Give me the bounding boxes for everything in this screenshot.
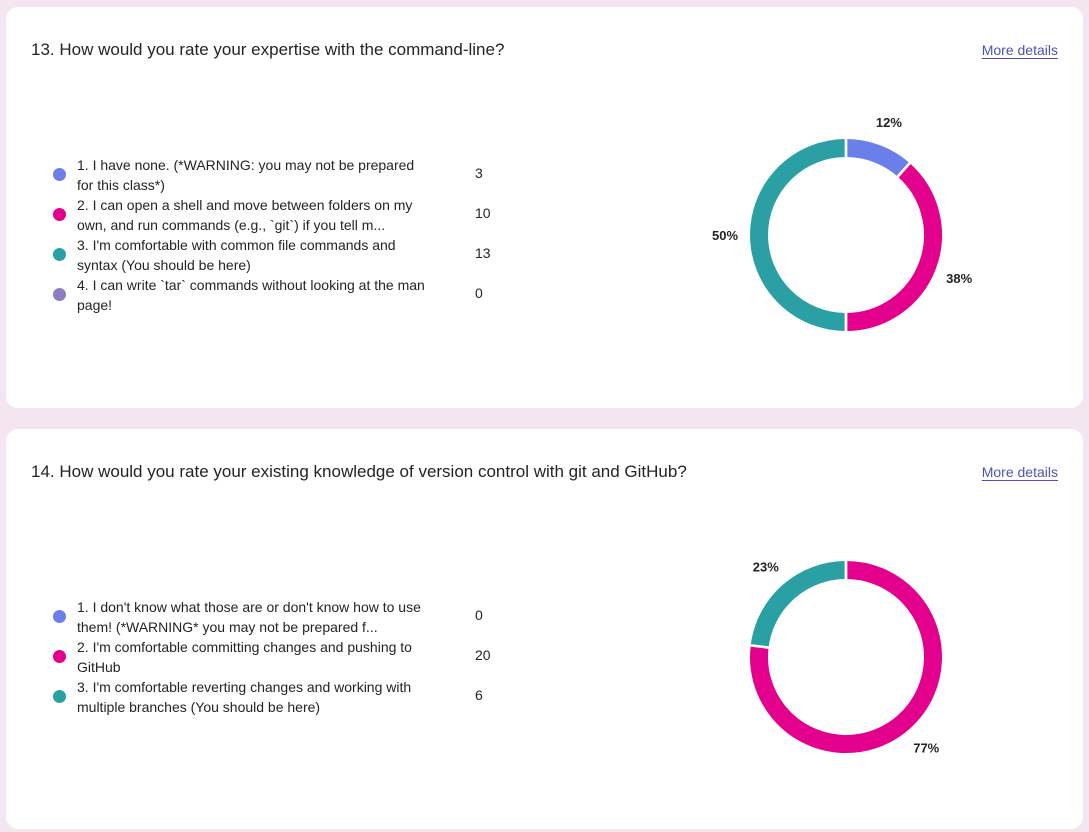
option-count: 6 <box>475 687 483 703</box>
donut-chart: 77% 23% <box>749 559 942 756</box>
option-row: 2. I'm comfortable committing changes an… <box>52 637 502 677</box>
option-count: 0 <box>475 607 483 623</box>
legend-dot <box>53 288 66 301</box>
question-card-13: 13. How would you rate your expertise wi… <box>6 7 1083 408</box>
percent-label: 12% <box>876 115 902 130</box>
donut-slice <box>750 139 847 331</box>
percent-label: 23% <box>753 559 779 574</box>
option-label: 3. I'm comfortable with common file comm… <box>77 237 396 273</box>
option-label: 2. I can open a shell and move between f… <box>77 197 413 233</box>
option-row: 3. I'm comfortable with common file comm… <box>52 235 502 275</box>
question-title: 14. How would you rate your existing kno… <box>31 462 687 481</box>
slice-separator <box>749 644 770 649</box>
legend-dot <box>53 168 66 181</box>
option-label: 2. I'm comfortable committing changes an… <box>77 639 412 675</box>
percent-label: 77% <box>913 741 939 756</box>
option-row: 3. I'm comfortable reverting changes and… <box>52 677 502 717</box>
more-details-link[interactable]: More details <box>981 464 1058 480</box>
option-count: 10 <box>475 205 491 221</box>
option-count: 13 <box>475 245 491 261</box>
donut-slice <box>750 561 942 753</box>
option-label: 1. I have none. (*WARNING: you may not b… <box>77 157 415 193</box>
donut-slice <box>845 139 910 177</box>
option-count: 0 <box>475 285 483 301</box>
question-card-14: 14. How would you rate your existing kno… <box>6 429 1083 829</box>
donut-slice <box>845 163 942 331</box>
option-label: 3. I'm comfortable reverting changes and… <box>77 679 412 715</box>
legend-dot <box>53 610 66 623</box>
option-row: 1. I don't know what those are or don't … <box>52 597 502 637</box>
option-count: 20 <box>475 647 491 663</box>
percent-label: 38% <box>946 271 972 286</box>
option-count: 3 <box>475 165 483 181</box>
option-label: 4. I can write `tar` commands without lo… <box>77 277 425 313</box>
legend-dot <box>53 248 66 261</box>
donut-slice <box>750 561 847 648</box>
option-label: 1. I don't know what those are or don't … <box>77 599 421 635</box>
legend-dot <box>53 208 66 221</box>
legend-dot <box>53 650 66 663</box>
option-row: 1. I have none. (*WARNING: you may not b… <box>52 155 502 195</box>
more-details-link[interactable]: More details <box>981 42 1058 58</box>
percent-label: 50% <box>712 228 738 243</box>
option-row: 2. I can open a shell and move between f… <box>52 195 502 235</box>
slice-separator <box>896 161 912 179</box>
option-row: 4. I can write `tar` commands without lo… <box>52 275 502 315</box>
donut-chart: 12% 38% 50% <box>712 115 973 332</box>
legend-dot <box>53 690 66 703</box>
question-title: 13. How would you rate your expertise wi… <box>31 40 505 59</box>
